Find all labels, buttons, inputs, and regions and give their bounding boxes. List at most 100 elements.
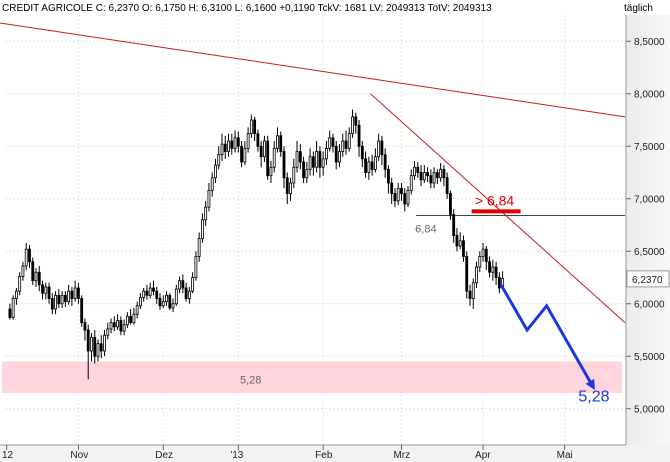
candle-body [249, 119, 253, 135]
candle-body [344, 140, 348, 149]
candle-body [403, 193, 407, 205]
candle [41, 280, 44, 300]
candle-body [125, 315, 129, 326]
candle [57, 289, 61, 308]
candle [400, 183, 403, 201]
candle [295, 141, 299, 173]
candle-body [367, 161, 371, 173]
candle [452, 209, 456, 243]
candle-body [357, 124, 361, 147]
candle [70, 286, 74, 306]
time-tick-label: Apr [475, 450, 491, 461]
candle-body [230, 140, 234, 149]
candle-body [233, 137, 237, 149]
candle [488, 256, 491, 278]
candle-body [289, 182, 292, 194]
grid [5, 15, 625, 445]
last-price-label: 6,2370 [632, 275, 663, 286]
candle-body [44, 286, 48, 294]
candle [484, 246, 488, 271]
candle [214, 158, 217, 183]
candle-body [481, 248, 485, 257]
candle-body [256, 133, 260, 147]
candle-body [452, 214, 456, 236]
candle-body [494, 266, 498, 278]
candle [282, 146, 286, 189]
candle [390, 177, 394, 204]
candle-body [484, 248, 488, 263]
candle-body [54, 294, 57, 310]
candle-body [77, 287, 80, 299]
candle-body [416, 166, 420, 173]
time-tick-label: 12 [2, 450, 14, 461]
candle-body [223, 143, 227, 152]
candle-body [142, 290, 146, 298]
candle-body [497, 277, 501, 289]
candle-body [73, 287, 77, 299]
candle [197, 232, 201, 262]
time-tick-label: Mai [557, 450, 573, 461]
candle [449, 190, 452, 220]
candle [439, 163, 443, 182]
candle [334, 141, 338, 170]
candle [442, 165, 446, 187]
candle [387, 165, 390, 194]
candle-body [106, 328, 110, 336]
candle-body [315, 151, 319, 168]
candle [80, 295, 84, 327]
candle [227, 133, 230, 157]
time-axis-ticks: 12 Nov Dez '13 Feb Mrz Apr Mai [2, 445, 573, 461]
candle-body [165, 294, 168, 303]
candle [380, 135, 384, 166]
candle [194, 251, 198, 281]
candle-body [341, 140, 345, 152]
candle-body [347, 133, 351, 149]
candle-body [295, 151, 299, 168]
downtrend-long-line [0, 22, 626, 118]
candle-body [178, 280, 181, 290]
candle [60, 291, 64, 308]
candle-body [269, 166, 273, 177]
candle-body [266, 140, 270, 177]
candle [409, 169, 413, 195]
candles [8, 109, 505, 380]
candle-body [462, 240, 465, 257]
candle [338, 144, 341, 168]
candle [426, 167, 429, 182]
header-bar [0, 0, 670, 15]
candle-body [364, 158, 367, 173]
candle-body [334, 145, 338, 163]
last-price-box [626, 270, 670, 288]
candle-body [471, 282, 475, 299]
candle-body [243, 147, 247, 163]
candle-body [259, 145, 263, 158]
candle [93, 330, 97, 364]
candle-body [282, 151, 286, 179]
candle [318, 146, 322, 178]
candle [8, 303, 12, 320]
candle [125, 312, 129, 328]
candle-body [236, 137, 240, 147]
candle [168, 293, 172, 311]
candle-body [57, 294, 61, 305]
breakout-label: > 6,84 [475, 192, 515, 208]
candle [253, 116, 257, 141]
candle [321, 151, 325, 176]
candle [204, 200, 208, 227]
time-tick-label: Dez [155, 450, 173, 461]
candle [416, 162, 420, 178]
last-price-marker: 6,2370 [626, 270, 670, 288]
candle [67, 284, 71, 305]
candle-body [321, 158, 325, 168]
candle-body [155, 290, 159, 299]
candle-body [28, 248, 31, 263]
candle-body [112, 322, 116, 328]
candle [315, 141, 319, 173]
candle [373, 148, 377, 173]
candle [325, 141, 328, 166]
candle-body [308, 156, 312, 170]
candle-body [422, 172, 426, 181]
candle-body [161, 301, 165, 307]
candle-body [99, 343, 103, 352]
